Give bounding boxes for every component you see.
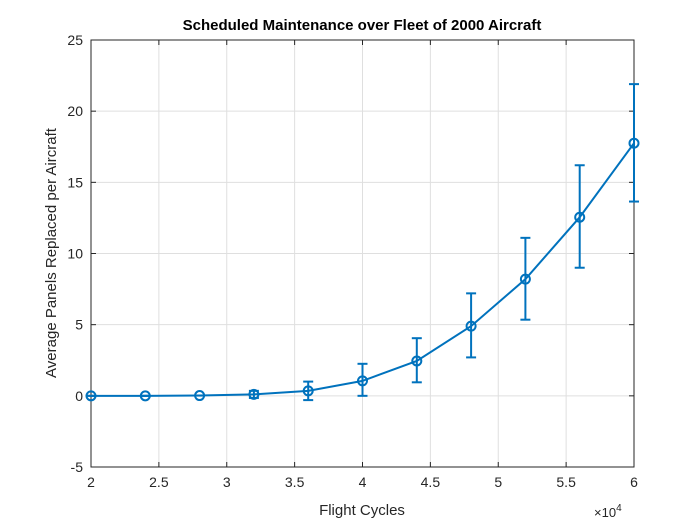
x-tick-label: 2.5 [149,474,169,490]
x-axis-multiplier: ×104 [594,503,622,520]
x-tick-label: 5.5 [556,474,576,490]
data-point [357,375,368,387]
data-point [519,273,531,285]
data-point [194,390,206,402]
chart-title: Scheduled Maintenance over Fleet of 2000… [183,17,542,34]
x-tick-label: 3.5 [285,474,305,490]
y-tick-label: 0 [75,388,83,404]
data-point [248,388,260,400]
x-tick-label: 4 [359,474,367,490]
x-axis-multiplier-exponent: 4 [616,503,622,514]
data-point [302,385,314,397]
data-point [574,211,586,223]
x-tick-label: 4.5 [421,474,441,490]
y-axis-ticks: -5 0 5 10 15 20 25 [67,32,634,475]
y-tick-label: 25 [67,32,83,48]
data-point [628,137,640,149]
y-tick-label: 20 [67,103,83,119]
y-tick-label: 15 [67,174,83,190]
x-tick-label: 6 [630,474,638,490]
series [85,83,640,402]
x-axis-multiplier-base: ×10 [594,505,616,520]
data-point [139,390,151,402]
data-point [411,355,423,367]
x-axis-label: Flight Cycles [319,502,405,519]
x-tick-label: 2 [87,474,95,490]
grid [91,40,634,467]
x-tick-label: 3 [223,474,231,490]
data-point [465,320,477,332]
x-axis-ticks: 2 2.5 3 3.5 4 4.5 5 5.5 6 [87,40,638,490]
data-point [85,390,97,402]
x-tick-label: 5 [494,474,502,490]
y-tick-label: 5 [75,317,83,333]
y-axis-label: Average Panels Replaced per Aircraft [43,127,60,378]
y-tick-label: 10 [67,246,83,262]
y-tick-label: -5 [71,459,84,475]
